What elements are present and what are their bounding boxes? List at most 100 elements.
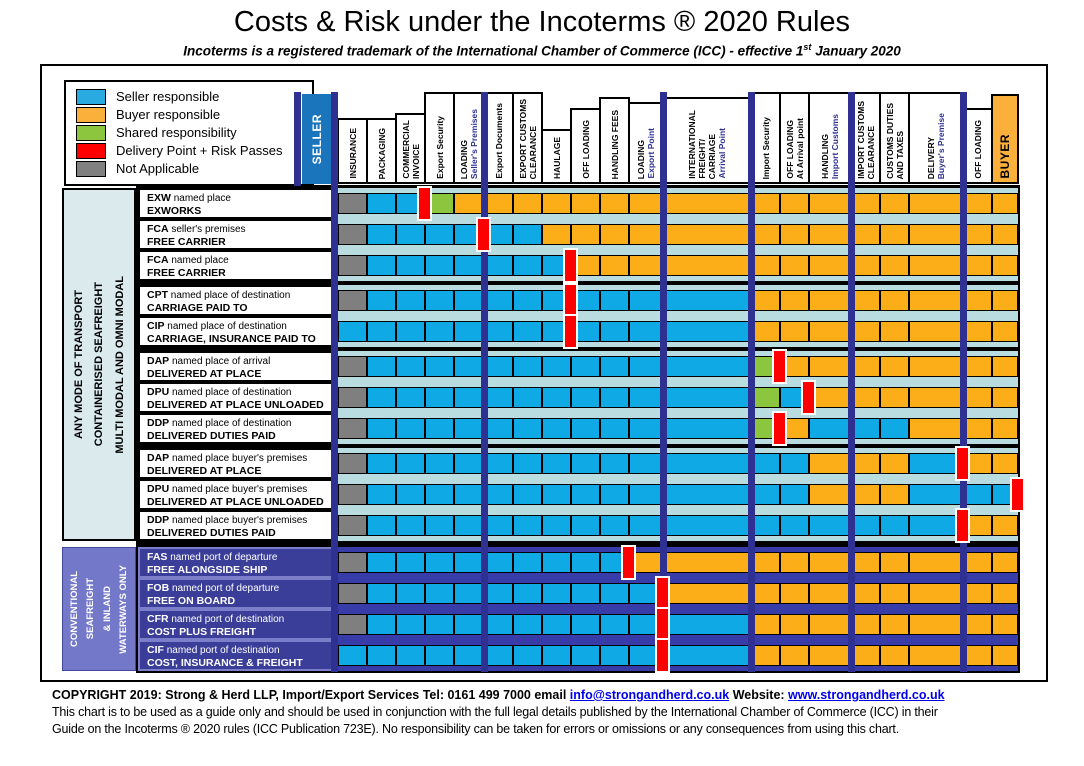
incoterm-name-line: FREE ALONGSIDE SHIP xyxy=(147,564,268,576)
cell xyxy=(630,194,662,213)
cell xyxy=(993,225,1017,244)
cell xyxy=(852,322,879,341)
column-header-label: CARRIAGE xyxy=(707,133,717,179)
risk-marker xyxy=(476,217,491,252)
legend-label: Delivery Point + Risk Passes xyxy=(116,143,283,159)
cell xyxy=(630,615,662,634)
cell xyxy=(630,485,662,504)
website-link[interactable]: www.strongandherd.co.uk xyxy=(788,688,945,702)
incoterm-row-label: FCA seller's premises FREE CARRIER xyxy=(138,219,334,250)
row-stripe xyxy=(338,311,1018,316)
column-header-label: CLEARANCE xyxy=(527,125,538,179)
cell xyxy=(910,194,962,213)
cell xyxy=(514,194,541,213)
incoterm-name-line: DELIVERED DUTIES PAID xyxy=(147,430,276,442)
cell xyxy=(881,357,908,376)
cell xyxy=(752,584,779,603)
seller-left-divider xyxy=(294,92,301,186)
column-header-accent-label: Seller's Premises xyxy=(469,108,479,179)
cell xyxy=(664,194,750,213)
cell xyxy=(752,256,779,275)
incoterm-name-line: DELIVERED AT PLACE xyxy=(147,368,262,380)
incoterm-name-line: COST PLUS FREIGHT xyxy=(147,626,257,638)
cell xyxy=(339,322,366,341)
cell xyxy=(368,485,395,504)
cell xyxy=(781,225,808,244)
sidebar-sea-freight: CONVENTIONAL SEAFREIGHT & INLAND WATERWAYS … xyxy=(62,547,136,671)
sidebar-label: SEAFREIGHT xyxy=(85,578,97,640)
incoterm-name-line: EXWORKS xyxy=(147,205,202,217)
cell xyxy=(426,584,453,603)
risk-marker xyxy=(801,380,816,415)
risk-marker xyxy=(955,508,970,543)
legend-item: Not Applicable xyxy=(76,161,302,177)
cell xyxy=(881,584,908,603)
row-stripe xyxy=(338,285,1018,290)
cell xyxy=(543,646,570,665)
cell xyxy=(781,419,808,438)
cell xyxy=(426,646,453,665)
cell xyxy=(810,646,850,665)
cell xyxy=(810,291,850,310)
cell xyxy=(664,419,750,438)
cell xyxy=(993,388,1017,407)
incoterm-code-line: DAP named place of arrival xyxy=(147,355,271,367)
email-link[interactable]: info@strongandherd.co.uk xyxy=(569,688,730,702)
seller-header-label: SELLER xyxy=(310,113,324,165)
cell xyxy=(455,454,483,473)
cell xyxy=(781,357,808,376)
legend-swatch-N xyxy=(76,161,106,177)
cell xyxy=(455,646,483,665)
cell xyxy=(781,291,808,310)
cell xyxy=(810,357,850,376)
cell xyxy=(426,256,453,275)
cell xyxy=(752,485,779,504)
risk-marker xyxy=(563,248,578,283)
row-stripe xyxy=(338,188,1018,193)
seller-header: SELLER xyxy=(302,94,332,184)
cell xyxy=(964,357,991,376)
incoterm-row-label: FOB named port of departure FREE ON BOARD xyxy=(138,578,334,609)
cell xyxy=(630,256,662,275)
cell xyxy=(485,516,512,535)
incoterm-code-line: DPU named place buyer's premises xyxy=(147,483,308,495)
cell xyxy=(514,485,541,504)
column-header: CUSTOMS DUTIES AND TAXES xyxy=(879,92,910,184)
column-header-label: OFF LOADING xyxy=(784,120,795,179)
cell xyxy=(630,454,662,473)
cell xyxy=(630,225,662,244)
risk-marker xyxy=(655,576,670,611)
cell xyxy=(664,584,750,603)
cell xyxy=(601,256,628,275)
row-stripe xyxy=(338,604,1018,609)
cell xyxy=(664,615,750,634)
legend-swatch-B xyxy=(76,107,106,123)
cell xyxy=(397,388,424,407)
column-divider xyxy=(659,92,667,672)
cell xyxy=(852,291,879,310)
legend-swatch-S xyxy=(76,89,106,105)
cell xyxy=(810,454,850,473)
column-divider xyxy=(959,92,967,672)
incoterm-name-line: COST, INSURANCE & FREIGHT xyxy=(147,657,303,669)
cell xyxy=(397,485,424,504)
incoterm-row-label: DPU named place buyer's premises DELIVERE… xyxy=(138,479,334,510)
cell xyxy=(964,454,991,473)
incoterm-row-label: DAP named place buyer's premises DELIVERE… xyxy=(138,448,334,479)
incoterm-code-line: FCA seller's premises xyxy=(147,223,246,235)
cell xyxy=(910,584,962,603)
cell xyxy=(910,454,962,473)
row-stripe xyxy=(338,609,1018,614)
column-header-label: CLEARANCE xyxy=(865,125,876,179)
cell xyxy=(368,584,395,603)
column-header: HAULAGE xyxy=(541,128,572,184)
cell xyxy=(572,322,599,341)
cell xyxy=(426,322,453,341)
chart-title: Costs & Risk under the Incoterms ® 2020 … xyxy=(233,6,851,38)
cell xyxy=(455,584,483,603)
cell xyxy=(964,225,991,244)
cell xyxy=(810,256,850,275)
column-header: DELIVERY Buyer's Premise xyxy=(908,92,964,184)
cell xyxy=(852,419,879,438)
cell xyxy=(881,256,908,275)
